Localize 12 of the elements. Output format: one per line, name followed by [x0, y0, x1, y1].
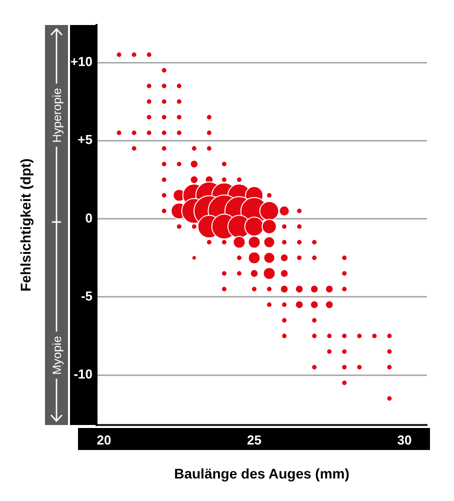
y-tick-label: 0	[85, 210, 92, 226]
text: Myopie	[50, 332, 64, 378]
y-tick-label: -5	[80, 288, 92, 304]
x-tick-label: 30	[397, 432, 412, 448]
y-axis-title: Fehlsichtigkeit (dpt)	[17, 158, 34, 292]
text: Hyperopie	[50, 84, 64, 146]
y-tick-label: -10	[74, 366, 92, 382]
x-tick-label: 20	[96, 432, 112, 448]
x-tick-label: 25	[247, 432, 262, 448]
y-tick-label: +5	[78, 132, 92, 148]
y-tick-label: +10	[70, 54, 92, 70]
x-axis-title: Baulänge des Auges (mm)	[174, 465, 350, 482]
